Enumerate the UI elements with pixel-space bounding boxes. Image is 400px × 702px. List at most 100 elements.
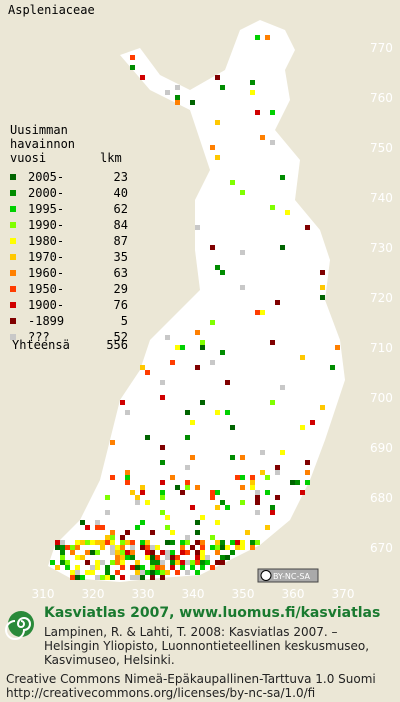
- occurrence-square: [250, 475, 255, 480]
- citation-line: Helsingin Yliopisto, Luonnontieteellinen…: [44, 639, 369, 653]
- license-line: Creative Commons Nimeä-Epäkaupallinen-Ta…: [6, 672, 376, 686]
- occurrence-square: [185, 480, 190, 485]
- occurrence-square: [220, 350, 225, 355]
- occurrence-square: [210, 145, 215, 150]
- occurrence-square: [95, 525, 100, 530]
- east-label: 320: [82, 587, 105, 601]
- occurrence-square: [235, 540, 240, 545]
- north-label: 670: [370, 541, 393, 555]
- occurrence-square: [75, 555, 80, 560]
- occurrence-square: [275, 470, 280, 475]
- legend-count: 84: [114, 218, 128, 232]
- occurrence-square: [195, 225, 200, 230]
- occurrence-square: [185, 560, 190, 565]
- occurrence-square: [330, 365, 335, 370]
- occurrence-square: [125, 540, 130, 545]
- total-label: Yhteensä: [12, 338, 70, 352]
- occurrence-square: [270, 340, 275, 345]
- occurrence-square: [160, 460, 165, 465]
- legend-label: 1950-: [28, 282, 64, 296]
- occurrence-square: [270, 400, 275, 405]
- occurrence-square: [95, 565, 100, 570]
- occurrence-square: [210, 490, 215, 495]
- occurrence-square: [225, 505, 230, 510]
- occurrence-square: [120, 545, 125, 550]
- occurrence-square: [225, 555, 230, 560]
- occurrence-square: [320, 295, 325, 300]
- occurrence-square: [185, 485, 190, 490]
- occurrence-square: [210, 565, 215, 570]
- east-label: 330: [132, 587, 155, 601]
- occurrence-square: [165, 540, 170, 545]
- occurrence-square: [250, 80, 255, 85]
- occurrence-square: [220, 555, 225, 560]
- occurrence-square: [160, 565, 165, 570]
- occurrence-square: [235, 545, 240, 550]
- occurrence-square: [335, 345, 340, 350]
- occurrence-square: [235, 475, 240, 480]
- occurrence-square: [215, 265, 220, 270]
- occurrence-square: [215, 520, 220, 525]
- occurrence-square: [290, 480, 295, 485]
- occurrence-square: [80, 575, 85, 580]
- legend-swatch: [10, 270, 16, 276]
- occurrence-square: [165, 525, 170, 530]
- occurrence-square: [110, 540, 115, 545]
- occurrence-square: [275, 495, 280, 500]
- legend-count: 62: [114, 202, 128, 216]
- occurrence-square: [195, 540, 200, 545]
- occurrence-square: [205, 555, 210, 560]
- occurrence-square: [140, 570, 145, 575]
- occurrence-square: [120, 560, 125, 565]
- occurrence-square: [220, 540, 225, 545]
- legend-count-heading: lkm: [100, 151, 122, 165]
- occurrence-square: [115, 545, 120, 550]
- occurrence-square: [200, 400, 205, 405]
- legend-swatch: [10, 174, 16, 180]
- occurrence-square: [190, 545, 195, 550]
- occurrence-square: [95, 540, 100, 545]
- occurrence-square: [200, 550, 205, 555]
- total-count: 556: [106, 338, 128, 352]
- occurrence-square: [220, 500, 225, 505]
- occurrence-square: [180, 345, 185, 350]
- north-label: 740: [370, 191, 393, 205]
- occurrence-square: [85, 560, 90, 565]
- occurrence-square: [240, 455, 245, 460]
- occurrence-square: [145, 555, 150, 560]
- legend-swatch: [10, 190, 16, 196]
- occurrence-square: [270, 505, 275, 510]
- occurrence-square: [210, 245, 215, 250]
- occurrence-square: [100, 525, 105, 530]
- occurrence-square: [190, 455, 195, 460]
- occurrence-square: [140, 540, 145, 545]
- occurrence-square: [130, 55, 135, 60]
- occurrence-square: [180, 560, 185, 565]
- occurrence-square: [220, 560, 225, 565]
- occurrence-square: [310, 420, 315, 425]
- occurrence-square: [85, 525, 90, 530]
- occurrence-square: [170, 550, 175, 555]
- occurrence-square: [185, 535, 190, 540]
- legend-count: 5: [121, 314, 128, 328]
- occurrence-square: [75, 570, 80, 575]
- occurrence-square: [120, 550, 125, 555]
- legend-label: 1970-: [28, 250, 64, 264]
- north-label: 710: [370, 341, 393, 355]
- occurrence-square: [165, 90, 170, 95]
- occurrence-square: [210, 360, 215, 365]
- occurrence-square: [195, 555, 200, 560]
- occurrence-square: [135, 565, 140, 570]
- north-label: 680: [370, 491, 393, 505]
- occurrence-square: [180, 550, 185, 555]
- occurrence-square: [255, 35, 260, 40]
- occurrence-square: [175, 345, 180, 350]
- occurrence-square: [260, 135, 265, 140]
- occurrence-square: [75, 565, 80, 570]
- occurrence-square: [180, 545, 185, 550]
- legend-swatch: [10, 222, 16, 228]
- occurrence-square: [110, 475, 115, 480]
- occurrence-square: [210, 545, 215, 550]
- occurrence-square: [170, 540, 175, 545]
- occurrence-square: [240, 500, 245, 505]
